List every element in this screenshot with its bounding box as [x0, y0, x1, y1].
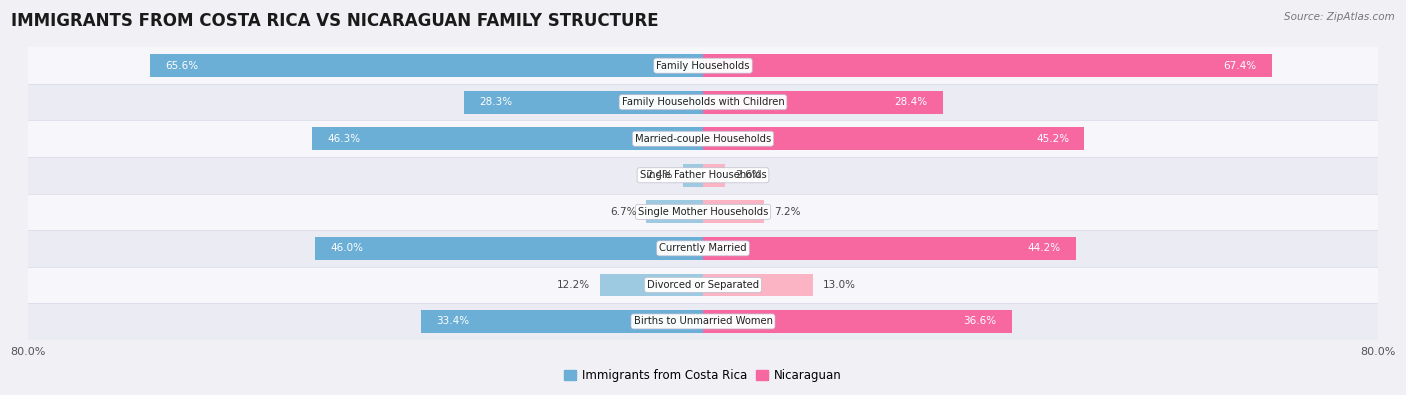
Bar [28, 194, 1378, 230]
Text: 6.7%: 6.7% [610, 207, 637, 217]
Text: Single Mother Households: Single Mother Households [638, 207, 768, 217]
Text: 2.4%: 2.4% [647, 170, 672, 180]
Text: 12.2%: 12.2% [557, 280, 591, 290]
Text: 28.3%: 28.3% [479, 97, 513, 107]
Legend: Immigrants from Costa Rica, Nicaraguan: Immigrants from Costa Rica, Nicaraguan [560, 364, 846, 386]
Text: Married-couple Households: Married-couple Households [636, 134, 770, 144]
Bar [647, 201, 703, 223]
Bar [422, 310, 703, 333]
Bar [703, 91, 942, 113]
Text: 65.6%: 65.6% [165, 61, 198, 71]
Text: 2.6%: 2.6% [735, 170, 762, 180]
Bar [28, 47, 1378, 84]
Bar [28, 120, 1378, 157]
Text: Single Father Households: Single Father Households [640, 170, 766, 180]
Bar [703, 55, 1271, 77]
Bar [28, 303, 1378, 340]
Text: 44.2%: 44.2% [1028, 243, 1060, 253]
Bar [28, 157, 1378, 194]
Text: IMMIGRANTS FROM COSTA RICA VS NICARAGUAN FAMILY STRUCTURE: IMMIGRANTS FROM COSTA RICA VS NICARAGUAN… [11, 12, 659, 30]
Bar [683, 164, 703, 186]
Text: Family Households: Family Households [657, 61, 749, 71]
Text: Source: ZipAtlas.com: Source: ZipAtlas.com [1284, 12, 1395, 22]
Text: 36.6%: 36.6% [963, 316, 997, 326]
Text: 45.2%: 45.2% [1036, 134, 1069, 144]
Bar [464, 91, 703, 113]
Bar [28, 267, 1378, 303]
Text: 46.0%: 46.0% [330, 243, 363, 253]
Text: Family Households with Children: Family Households with Children [621, 97, 785, 107]
Bar [703, 310, 1012, 333]
Text: 28.4%: 28.4% [894, 97, 928, 107]
Text: Births to Unmarried Women: Births to Unmarried Women [634, 316, 772, 326]
Text: 67.4%: 67.4% [1223, 61, 1257, 71]
Text: 33.4%: 33.4% [436, 316, 470, 326]
Text: Divorced or Separated: Divorced or Separated [647, 280, 759, 290]
Text: Currently Married: Currently Married [659, 243, 747, 253]
Bar [28, 84, 1378, 120]
Bar [600, 274, 703, 296]
Bar [703, 201, 763, 223]
Bar [315, 237, 703, 260]
Text: 46.3%: 46.3% [328, 134, 361, 144]
Bar [703, 164, 725, 186]
Bar [28, 230, 1378, 267]
Bar [149, 55, 703, 77]
Bar [703, 274, 813, 296]
Text: 7.2%: 7.2% [773, 207, 800, 217]
Bar [312, 128, 703, 150]
Bar [703, 237, 1076, 260]
Text: 13.0%: 13.0% [823, 280, 856, 290]
Bar [703, 128, 1084, 150]
